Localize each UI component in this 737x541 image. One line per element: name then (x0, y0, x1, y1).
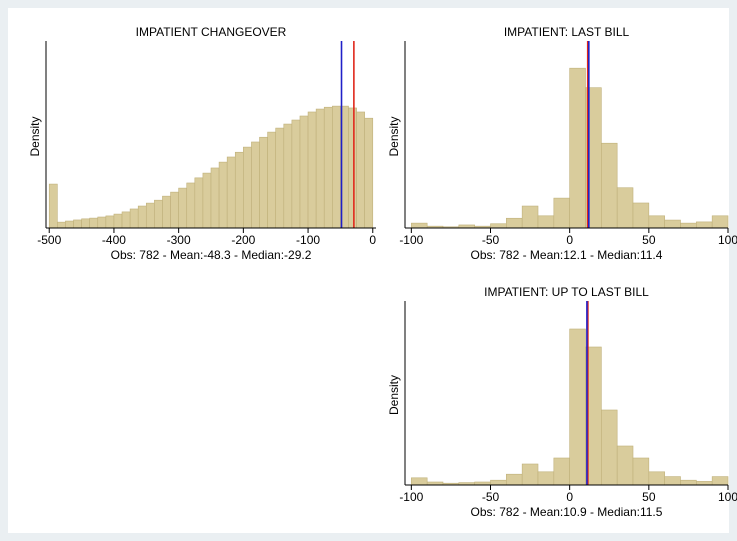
y-axis-label: Density (387, 116, 401, 156)
bar (154, 199, 163, 229)
bar (364, 117, 374, 229)
bar (129, 208, 139, 229)
bar (323, 106, 333, 229)
bar (537, 215, 555, 229)
bar (648, 471, 665, 486)
bar (307, 111, 317, 229)
bar (283, 123, 293, 229)
x-axis-label: Obs: 782 - Mean:-48.3 - Median:-29.2 (111, 248, 312, 262)
x-tick-label: -100 (399, 490, 423, 504)
bar (89, 217, 99, 229)
bar (194, 177, 204, 229)
x-axis-label: Obs: 782 - Mean:12.1 - Median:11.4 (471, 248, 663, 262)
bar (680, 222, 697, 229)
bar (65, 220, 74, 229)
bar (113, 213, 123, 229)
bar (234, 151, 244, 229)
x-tick-label: -500 (37, 233, 61, 247)
bar (243, 146, 252, 229)
bar (537, 471, 555, 486)
bar (411, 477, 428, 486)
x-tick-label: -100 (399, 233, 423, 247)
bar (291, 119, 301, 229)
bar (73, 219, 82, 229)
bar (632, 202, 650, 229)
x-tick-label: 50 (642, 233, 656, 247)
bar (299, 115, 309, 229)
bar (569, 67, 586, 229)
x-tick-label: 100 (718, 490, 737, 504)
x-tick-label: -200 (231, 233, 255, 247)
x-axis-label: Obs: 782 - Mean:10.9 - Median:11.5 (471, 505, 663, 519)
y-axis-label: Density (387, 375, 401, 415)
bar (178, 187, 188, 229)
bar (332, 105, 341, 229)
bar (259, 136, 268, 229)
bar (490, 479, 507, 486)
bar (664, 476, 681, 486)
x-tick-label: -400 (102, 233, 126, 247)
x-tick-label: 0 (369, 233, 376, 247)
bar (648, 215, 665, 229)
bar (251, 141, 260, 229)
bar (267, 131, 277, 229)
bar (711, 215, 729, 229)
bar (315, 108, 325, 229)
bar (162, 195, 171, 229)
x-tick-label: -100 (296, 233, 320, 247)
bar (616, 187, 634, 229)
bar (48, 183, 58, 229)
bar (521, 463, 539, 486)
bar (145, 202, 155, 229)
bar (696, 221, 713, 229)
bar (632, 457, 650, 486)
x-tick-label: -50 (482, 233, 500, 247)
y-axis-label: Density (28, 116, 42, 156)
bar (170, 191, 179, 229)
panel-title: IMPATIENT CHANGEOVER (136, 25, 287, 39)
panel-title: IMPATIENT: UP TO LAST BILL (484, 285, 649, 299)
bar (680, 479, 697, 486)
bar (506, 473, 523, 486)
x-tick-label: -50 (482, 490, 500, 504)
x-tick-label: 100 (718, 233, 737, 247)
bar (616, 445, 634, 486)
bar (711, 476, 729, 486)
bar (57, 221, 66, 229)
panel-title: IMPATIENT: LAST BILL (504, 25, 630, 39)
bar (226, 156, 236, 229)
bar (356, 111, 365, 229)
bar (553, 457, 570, 486)
bar (521, 205, 539, 229)
bar (601, 409, 618, 486)
bar (664, 219, 681, 229)
bar (218, 161, 228, 229)
x-tick-label: -300 (167, 233, 191, 247)
bar (506, 217, 523, 229)
bar (210, 167, 220, 229)
bar (553, 197, 570, 229)
bar (105, 215, 115, 229)
bar (490, 223, 507, 229)
bar (601, 142, 618, 229)
x-tick-label: 0 (566, 233, 573, 247)
x-tick-label: 0 (566, 490, 573, 504)
bar (186, 182, 196, 229)
bar (137, 205, 147, 229)
bar (696, 481, 713, 486)
bar (275, 127, 285, 229)
bar (121, 211, 131, 229)
bar (569, 328, 586, 486)
bar (81, 218, 90, 229)
bar (97, 216, 107, 229)
bar (202, 172, 212, 229)
x-tick-label: 50 (642, 490, 656, 504)
bar (348, 107, 357, 229)
bar (411, 222, 428, 229)
